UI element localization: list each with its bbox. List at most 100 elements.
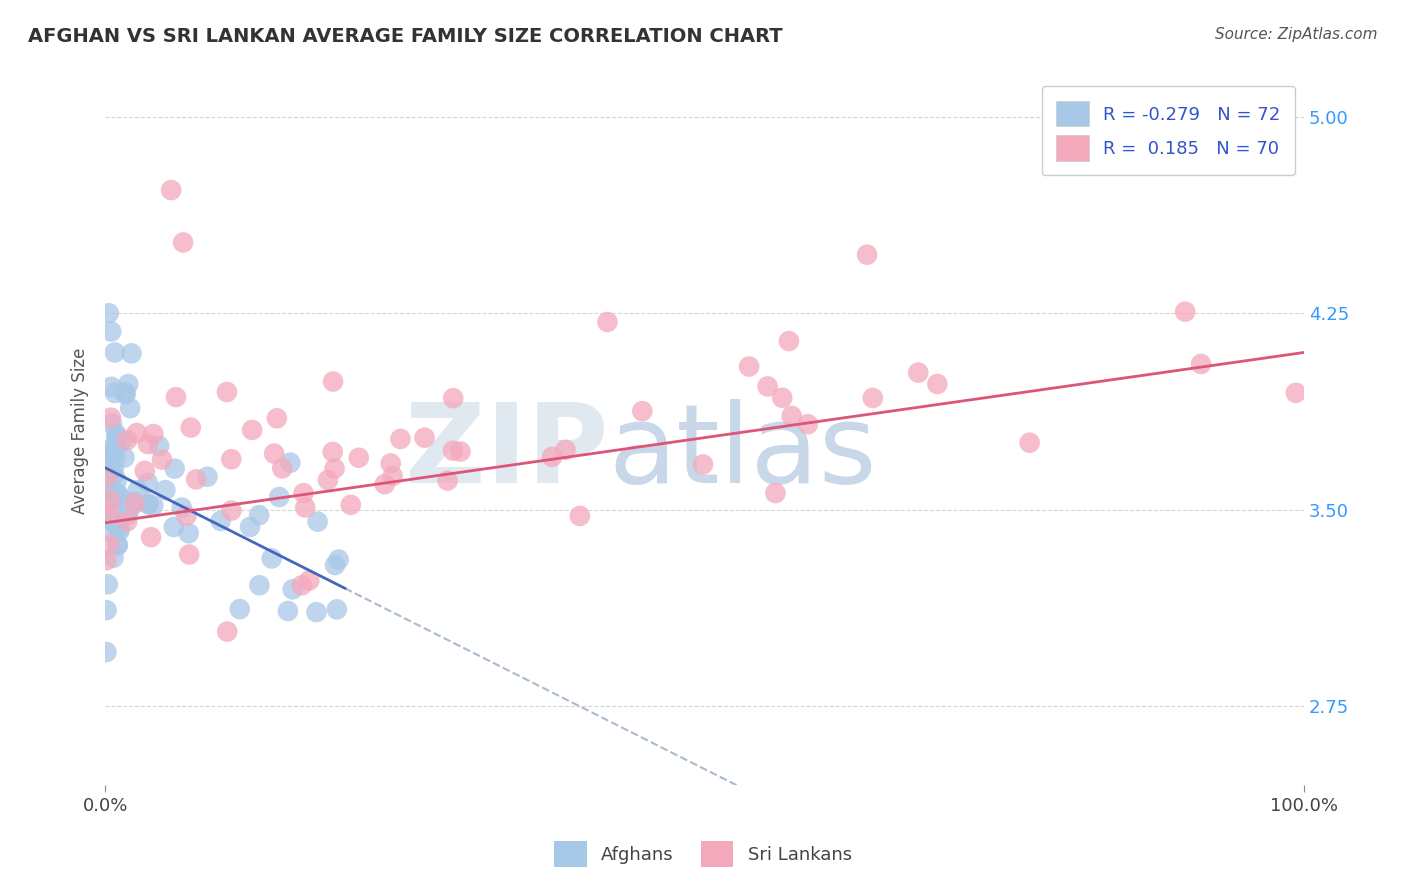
Point <box>155 483 177 497</box>
Point <box>125 425 148 440</box>
Legend: R = -0.279   N = 72, R =  0.185   N = 70: R = -0.279 N = 72, R = 0.185 N = 70 <box>1042 87 1295 176</box>
Point <box>323 461 346 475</box>
Point <box>554 442 576 457</box>
Point <box>228 602 250 616</box>
Point <box>180 420 202 434</box>
Point <box>136 496 159 510</box>
Point <box>115 514 138 528</box>
Point <box>907 366 929 380</box>
Point <box>96 553 118 567</box>
Point <box>197 469 219 483</box>
Point <box>1189 357 1212 371</box>
Point <box>778 334 800 348</box>
Point <box>105 426 128 441</box>
Point <box>136 475 159 490</box>
Point <box>328 552 350 566</box>
Point <box>271 461 294 475</box>
Point <box>103 550 125 565</box>
Point <box>217 624 239 639</box>
Point <box>1285 385 1308 400</box>
Point <box>340 498 363 512</box>
Point <box>163 461 186 475</box>
Point <box>277 604 299 618</box>
Point <box>219 452 242 467</box>
Point <box>134 464 156 478</box>
Point <box>98 442 121 456</box>
Point <box>142 499 165 513</box>
Point <box>247 508 270 523</box>
Point <box>1174 304 1197 318</box>
Point <box>121 346 143 360</box>
Point <box>596 315 619 329</box>
Y-axis label: Average Family Size: Average Family Size <box>72 348 89 515</box>
Point <box>1018 435 1040 450</box>
Point <box>322 445 344 459</box>
Point <box>292 486 315 500</box>
Point <box>97 444 120 458</box>
Point <box>98 524 121 539</box>
Point <box>278 456 301 470</box>
Point <box>100 483 122 498</box>
Point <box>115 433 138 447</box>
Point <box>436 474 458 488</box>
Point <box>148 439 170 453</box>
Point <box>281 582 304 597</box>
Point <box>105 474 128 488</box>
Point <box>105 430 128 444</box>
Point <box>150 452 173 467</box>
Point <box>103 461 125 475</box>
Point <box>100 380 122 394</box>
Point <box>104 451 127 466</box>
Point <box>104 386 127 401</box>
Point <box>107 539 129 553</box>
Point <box>374 477 396 491</box>
Point <box>100 410 122 425</box>
Point <box>160 183 183 197</box>
Point <box>631 404 654 418</box>
Point <box>215 384 238 399</box>
Point <box>381 469 404 483</box>
Point <box>104 485 127 500</box>
Point <box>100 325 122 339</box>
Point <box>110 491 132 505</box>
Point <box>186 472 208 486</box>
Point <box>117 508 139 522</box>
Point <box>927 376 949 391</box>
Point <box>98 493 121 508</box>
Point <box>266 411 288 425</box>
Text: AFGHAN VS SRI LANKAN AVERAGE FAMILY SIZE CORRELATION CHART: AFGHAN VS SRI LANKAN AVERAGE FAMILY SIZE… <box>28 27 783 45</box>
Point <box>316 473 339 487</box>
Text: ZIP: ZIP <box>405 399 609 506</box>
Point <box>294 500 316 515</box>
Point <box>105 518 128 533</box>
Point <box>862 391 884 405</box>
Point <box>441 443 464 458</box>
Point <box>763 486 786 500</box>
Point <box>770 391 793 405</box>
Point <box>441 391 464 405</box>
Point <box>103 468 125 483</box>
Point <box>142 427 165 442</box>
Point <box>100 493 122 508</box>
Point <box>177 526 200 541</box>
Point <box>269 490 291 504</box>
Point <box>263 447 285 461</box>
Point <box>98 507 121 521</box>
Point <box>111 434 134 448</box>
Point <box>240 423 263 437</box>
Point <box>96 603 118 617</box>
Point <box>105 441 128 455</box>
Point <box>96 459 118 474</box>
Point <box>305 605 328 619</box>
Point <box>114 385 136 400</box>
Point <box>138 497 160 511</box>
Point <box>389 432 412 446</box>
Point <box>96 470 118 484</box>
Point <box>260 551 283 566</box>
Point <box>413 431 436 445</box>
Point <box>163 520 186 534</box>
Point <box>176 508 198 523</box>
Point <box>117 377 139 392</box>
Point <box>756 379 779 393</box>
Point <box>124 494 146 508</box>
